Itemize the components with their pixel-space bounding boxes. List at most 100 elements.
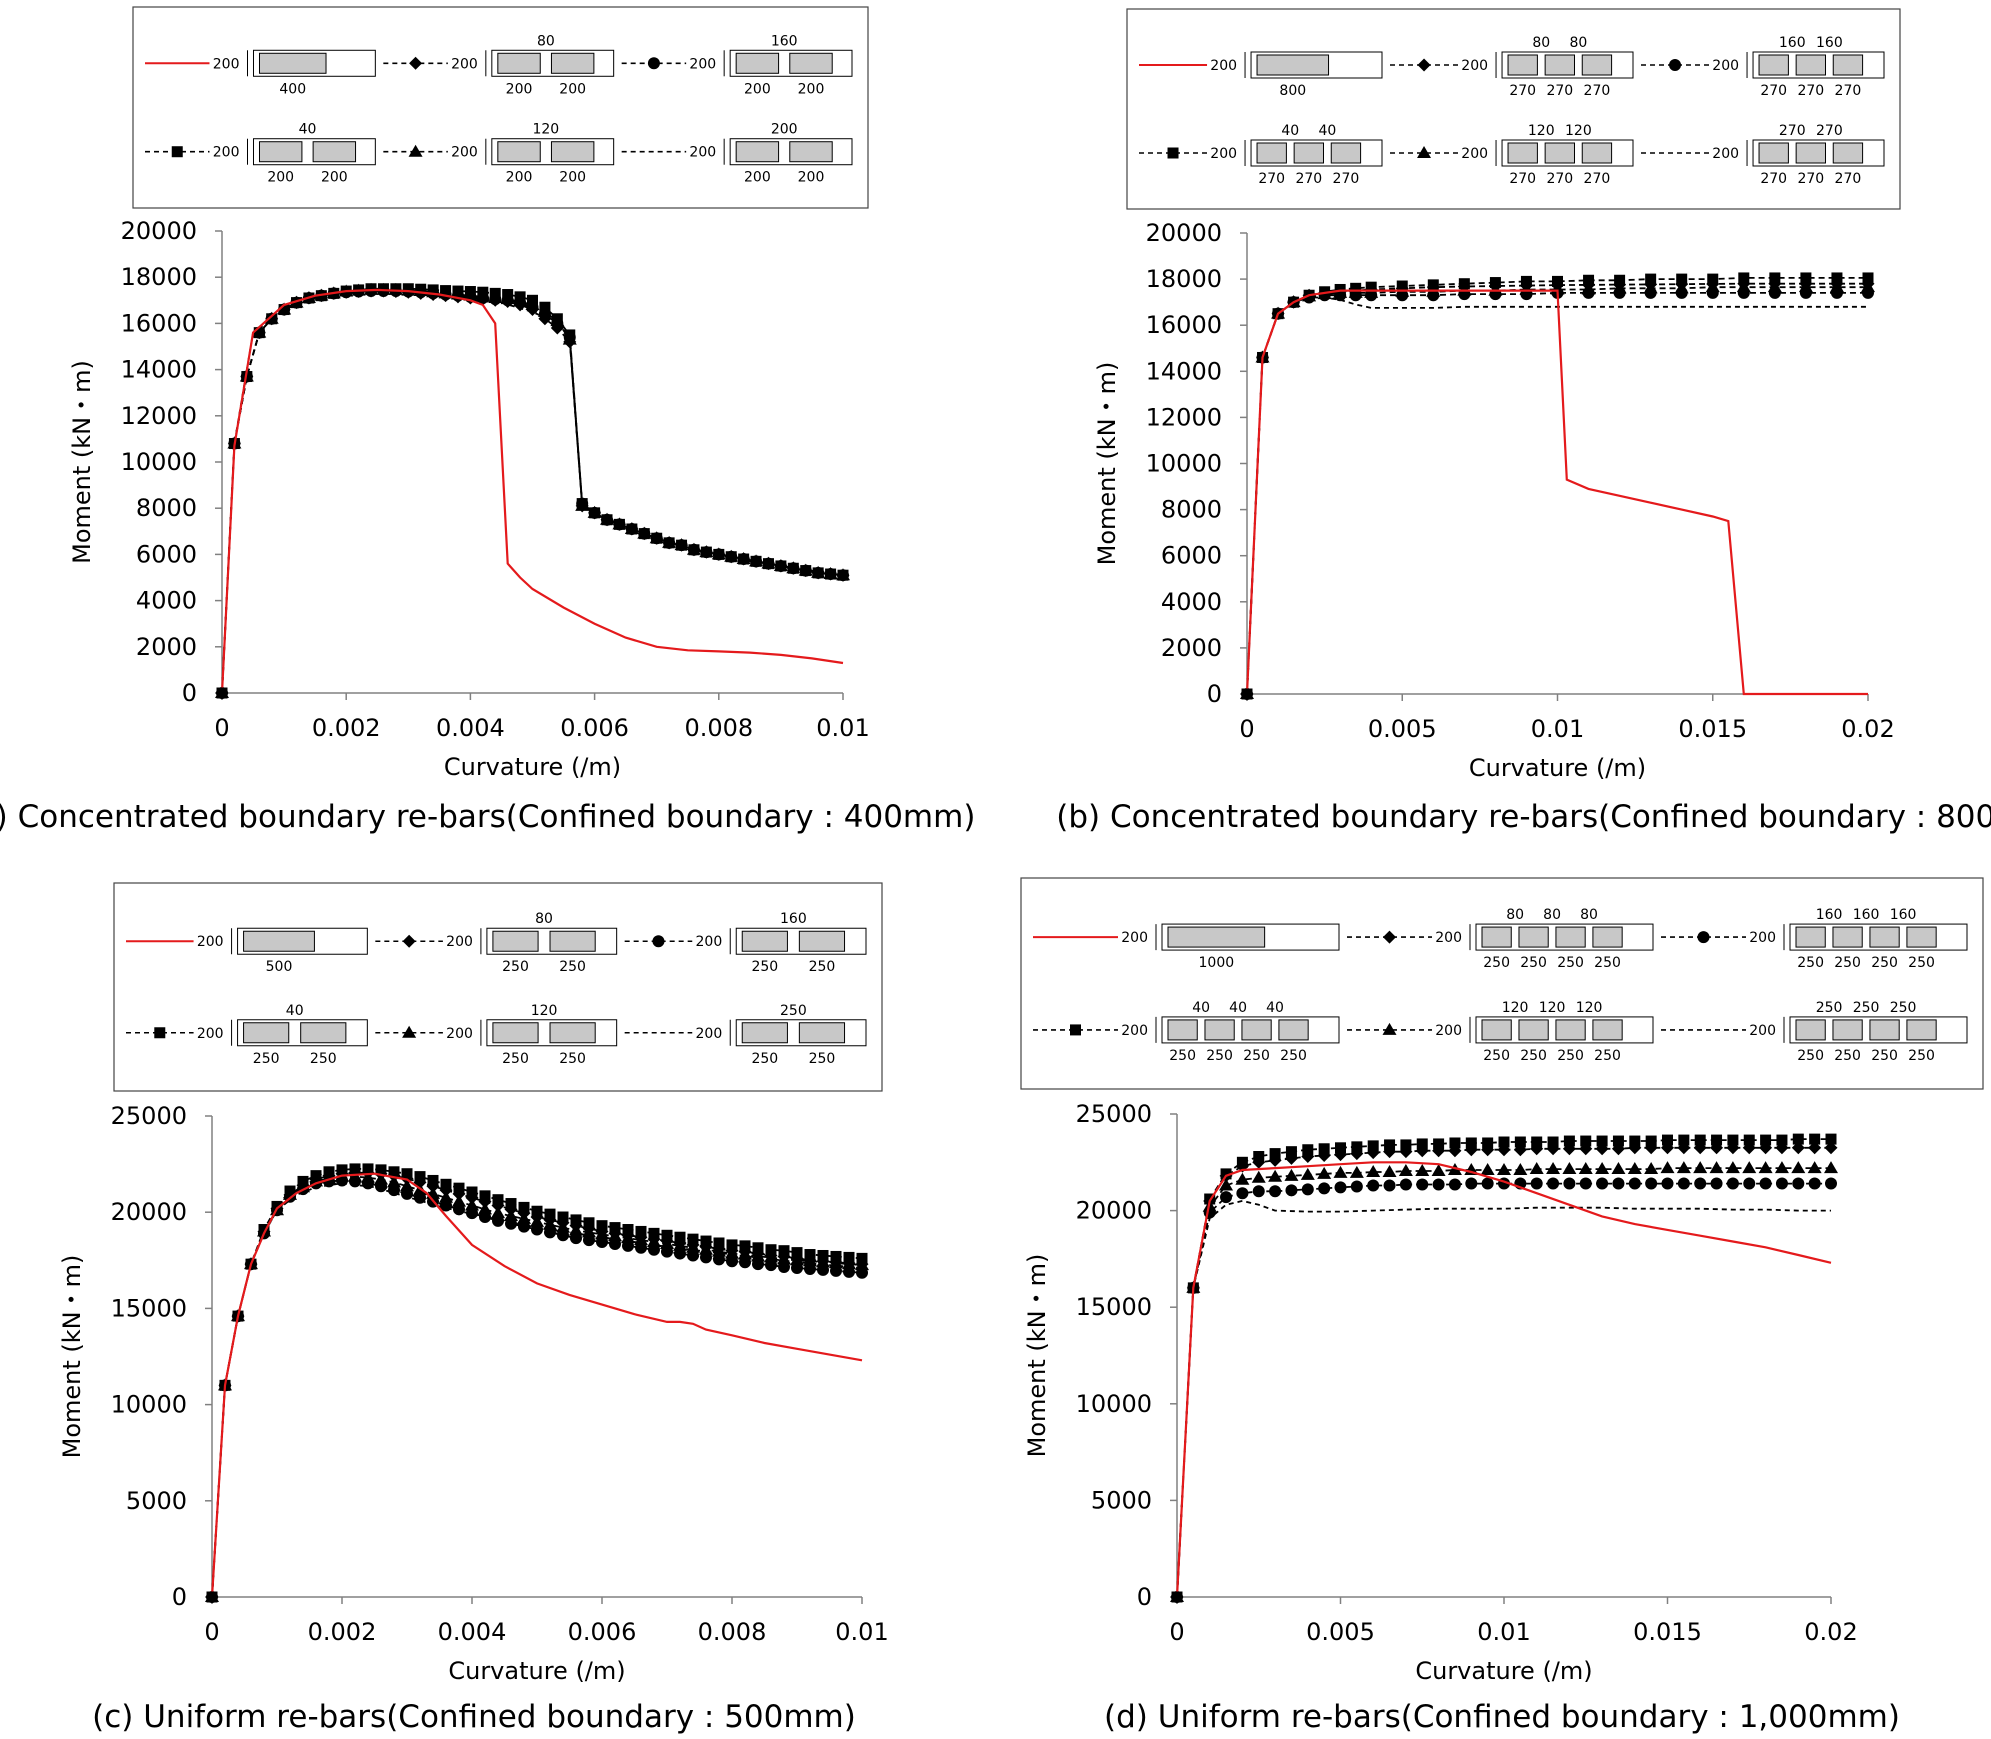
legend-thickness-label: 200 — [446, 1026, 473, 1042]
chart-b: 200 800 200 270 80 270 80 270 200 270 160 270 160 270… — [1056, 8, 1991, 835]
marker-triangle — [836, 568, 850, 581]
x-tick-label: 0.008 — [698, 1618, 767, 1646]
marker-triangle — [1660, 1161, 1675, 1174]
legend-gap-label: 120 — [532, 122, 559, 138]
marker-square — [1335, 1142, 1346, 1154]
marker-circle — [1481, 1177, 1494, 1190]
marker-diamond — [409, 56, 423, 70]
legend-boundary-block — [789, 141, 833, 163]
legend-boundary-block — [1758, 142, 1789, 164]
marker-triangle — [556, 1220, 570, 1233]
legend-gap-label: 40 — [1192, 1000, 1210, 1016]
legend-gap-label: 160 — [1890, 907, 1917, 923]
legend-width-label: 250 — [502, 959, 529, 975]
x-tick-label: 0 — [1169, 1618, 1184, 1646]
marker-triangle — [1595, 1162, 1610, 1175]
marker-triangle — [1644, 1162, 1659, 1175]
series-line — [211, 1175, 863, 1598]
series-dashed-square — [1171, 1133, 1837, 1603]
marker-square — [1552, 275, 1563, 287]
legend-width-label: 270 — [1584, 83, 1611, 99]
legend-boundary-block — [1581, 142, 1613, 164]
legend-boundary-block — [1795, 54, 1826, 76]
series-line — [1176, 1167, 1831, 1598]
marker-circle — [1792, 1177, 1805, 1190]
marker-circle — [1694, 1177, 1707, 1190]
x-tick-label: 0.01 — [1477, 1618, 1530, 1646]
marker-square — [1743, 1134, 1755, 1146]
marker-square — [1384, 1139, 1396, 1151]
marker-triangle — [491, 1206, 505, 1219]
marker-triangle — [1562, 1162, 1577, 1175]
marker-square — [206, 1591, 218, 1603]
legend-boundary-block — [549, 1022, 596, 1044]
marker-triangle — [1349, 1165, 1364, 1178]
marker-diamond — [1383, 930, 1396, 944]
marker-triangle — [1480, 1163, 1495, 1176]
series-solid-red — [1171, 1161, 1832, 1603]
legend-thickness-label: 200 — [1749, 1023, 1776, 1039]
marker-square — [505, 1198, 517, 1210]
marker-square — [349, 1163, 361, 1175]
marker-square — [1482, 1137, 1494, 1149]
marker-triangle — [387, 1175, 401, 1188]
legend-boundary-block — [1544, 142, 1575, 164]
series-line — [221, 287, 844, 694]
legend-boundary-block — [492, 930, 539, 952]
marker-circle — [1399, 1178, 1412, 1191]
y-tick-label: 4000 — [1161, 588, 1222, 616]
marker-square — [1514, 1136, 1526, 1148]
y-tick-label: 15000 — [1076, 1293, 1152, 1321]
legend-gap-label: 160 — [1853, 907, 1880, 923]
x-tick-label: 0.02 — [1841, 715, 1894, 743]
legend-gap-label: 80 — [1569, 35, 1587, 51]
y-tick-label: 2000 — [136, 633, 197, 661]
marker-triangle — [842, 1257, 856, 1270]
legend-thickness-label: 200 — [451, 56, 478, 72]
x-tick-label: 0 — [1239, 715, 1254, 743]
marker-circle — [1318, 1182, 1331, 1195]
marker-square — [479, 1190, 491, 1202]
legend-boundary-block — [1330, 142, 1362, 164]
y-tick-label: 5000 — [1091, 1486, 1152, 1514]
marker-square — [752, 1242, 764, 1254]
marker-circle — [1628, 1177, 1641, 1190]
marker-triangle — [736, 552, 751, 565]
x-tick-label: 0 — [204, 1618, 219, 1646]
marker-square — [1596, 1135, 1608, 1147]
marker-triangle — [504, 1209, 518, 1222]
legend-width-label: 270 — [1546, 83, 1573, 99]
legend-boundary-block — [1555, 1019, 1586, 1041]
marker-triangle — [1417, 146, 1432, 158]
y-tick-label: 0 — [1207, 680, 1222, 708]
marker-square — [1465, 1137, 1477, 1149]
legend-thickness-label: 200 — [446, 934, 473, 950]
y-tick-label: 14000 — [1146, 357, 1222, 385]
series-solid-red — [216, 288, 844, 699]
y-tick-label: 20000 — [121, 217, 197, 245]
x-tick-label: 0.004 — [436, 714, 505, 742]
legend-width-label: 250 — [1280, 1048, 1307, 1064]
series-dashed-diamond — [1170, 1141, 1838, 1604]
y-tick-label: 5000 — [126, 1487, 187, 1515]
marker-triangle — [1348, 285, 1363, 298]
marker-circle — [1285, 1184, 1298, 1197]
marker-triangle — [402, 1025, 417, 1038]
legend-width-label: 270 — [1835, 83, 1862, 99]
marker-triangle — [543, 1217, 557, 1230]
legend-boundary-block — [1832, 1019, 1863, 1041]
marker-square — [414, 1171, 426, 1183]
series-line — [220, 288, 844, 694]
series-line — [1246, 296, 1868, 695]
legend-width-label: 250 — [751, 959, 778, 975]
marker-triangle — [1333, 1165, 1348, 1178]
legend-width-label: 250 — [1594, 955, 1621, 971]
marker-triangle — [478, 1202, 492, 1215]
marker-square — [765, 1244, 777, 1256]
series-line — [221, 288, 844, 694]
marker-square — [1800, 272, 1812, 284]
marker-triangle — [761, 556, 776, 569]
marker-square — [1694, 1134, 1706, 1146]
legend-thickness-label: 200 — [1461, 146, 1488, 162]
marker-square — [518, 1201, 530, 1213]
